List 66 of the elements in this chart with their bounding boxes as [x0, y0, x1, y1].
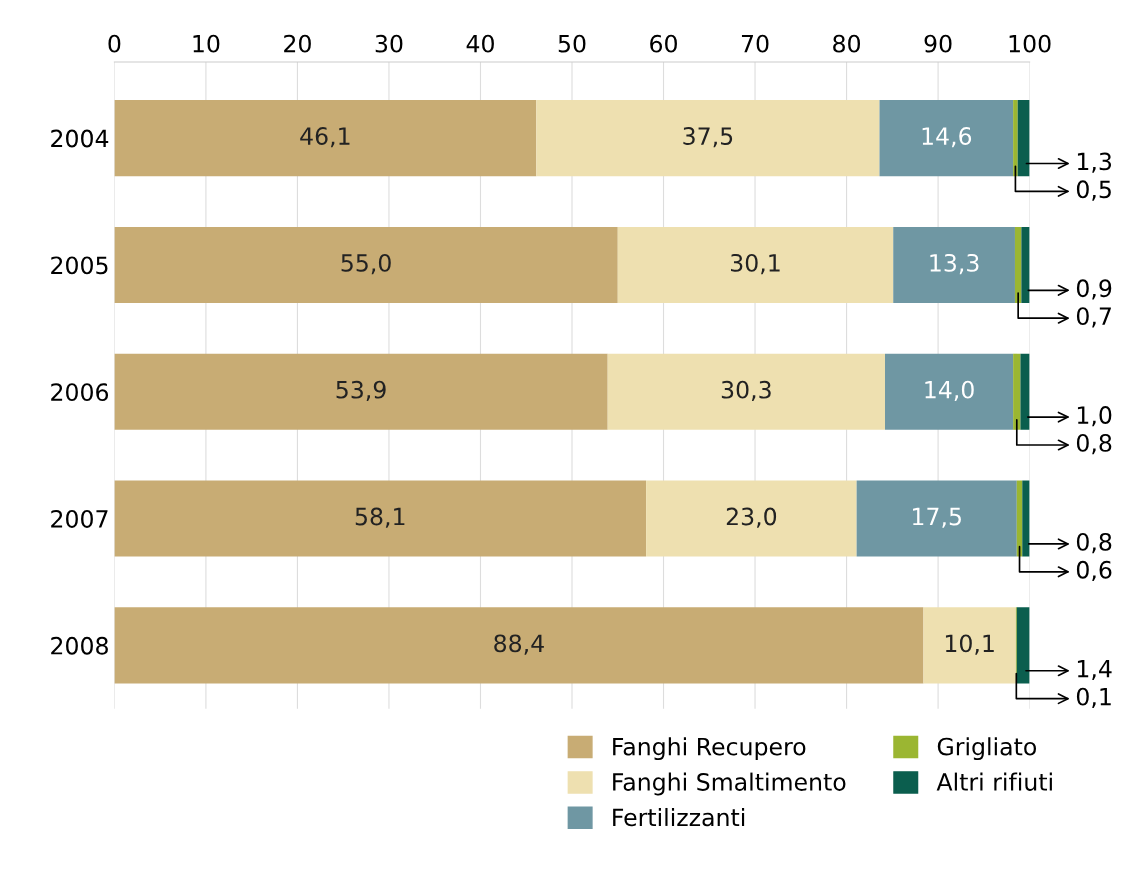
data-label: 46,1: [300, 127, 350, 148]
x-tick-label: 50: [558, 34, 586, 53]
data-label: 14,6: [922, 127, 972, 148]
data-label: 0,8: [1076, 532, 1112, 554]
y-tick-label: 2004: [51, 129, 109, 148]
data-label: 0,6: [1076, 560, 1112, 582]
data-label: 1,4: [1077, 660, 1112, 681]
bar: [923, 607, 1016, 684]
bar: [646, 480, 857, 557]
x-tick-label: 10: [193, 34, 220, 53]
data-label: 55,0: [341, 253, 391, 275]
legend-label: Fanghi Smaltimento: [613, 772, 846, 796]
bar: [1022, 480, 1030, 557]
data-label: 0,1: [1076, 687, 1111, 708]
data-label: 23,0: [726, 507, 777, 528]
bar: [536, 100, 880, 177]
bar: [885, 353, 1014, 430]
data-label: 88,4: [494, 634, 544, 655]
data-label: 0,8: [1076, 434, 1112, 455]
data-label: 37,5: [683, 127, 733, 148]
data-label: 14,0: [925, 380, 974, 402]
bar: [1021, 226, 1030, 303]
x-tick-label: 0: [108, 34, 121, 53]
x-tick-label: 40: [466, 34, 494, 53]
bar: [856, 480, 1017, 557]
bar: [893, 226, 1015, 303]
bar: [114, 226, 618, 303]
data-label: 1,3: [1077, 152, 1112, 173]
y-tick-label: 2006: [51, 383, 109, 402]
bar: [607, 353, 885, 430]
bar: [114, 353, 608, 430]
x-tick-label: 70: [741, 34, 769, 53]
data-label: 0,7: [1076, 307, 1111, 328]
x-tick-label: 80: [833, 34, 861, 53]
data-label: 58,1: [355, 507, 405, 528]
data-label: 10,1: [945, 634, 994, 655]
legend-label: Fertilizzanti: [613, 807, 745, 827]
y-tick-label: 2008: [51, 636, 108, 655]
bar: [1017, 100, 1030, 177]
x-tick-label: 90: [924, 34, 952, 53]
bar: [1020, 353, 1030, 430]
data-label: 0,5: [1076, 180, 1111, 201]
bar: [617, 226, 894, 303]
x-tick-label: 30: [375, 34, 403, 53]
bar: [114, 607, 924, 684]
data-label: 53,9: [336, 380, 386, 402]
legend-label: Fanghi Recupero: [613, 737, 806, 761]
x-tick-label: 60: [650, 34, 677, 53]
y-tick-label: 2007: [51, 510, 108, 528]
data-label: 13,3: [930, 253, 979, 275]
data-label: 17,5: [913, 507, 961, 528]
bar: [1016, 607, 1030, 684]
bar: [114, 100, 537, 177]
x-tick-label: 20: [284, 34, 311, 53]
bar: [879, 100, 1014, 177]
x-tick-label: 100: [1009, 34, 1051, 53]
bar: [114, 480, 647, 557]
y-tick-label: 2005: [51, 256, 108, 275]
legend-label: Altri rifiuti: [936, 772, 1052, 791]
data-label: 30,1: [731, 253, 780, 275]
bar: [1013, 353, 1021, 430]
data-label: 30,3: [721, 380, 771, 402]
bar: [1013, 100, 1018, 177]
legend-label: Grigliato: [937, 737, 1037, 761]
data-label: 0,9: [1076, 279, 1112, 300]
data-label: 1,0: [1077, 406, 1112, 427]
